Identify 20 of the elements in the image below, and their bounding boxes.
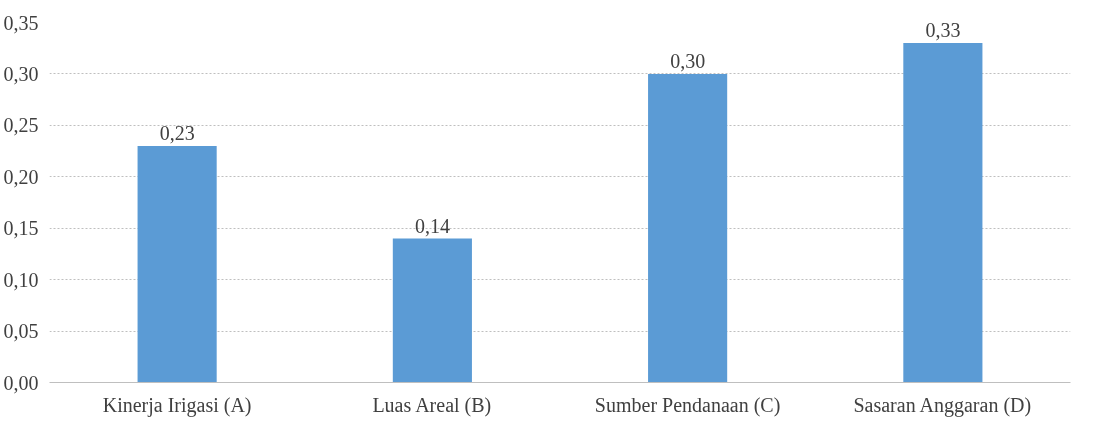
x-tick-label: Sumber Pendanaan (C) [594, 393, 781, 417]
data-label: 0,23 [159, 121, 195, 144]
y-tick-label: 0,15 [3, 217, 39, 240]
bar [648, 73, 728, 383]
x-tick-label: Sasaran Anggaran (D) [853, 393, 1032, 417]
x-tick-label: Kinerja Irigasi (A) [102, 393, 252, 417]
bar [903, 43, 983, 383]
y-tick-label: 0,35 [3, 11, 39, 34]
y-tick-label: 0,30 [3, 62, 39, 85]
x-tick-label: Luas Areal (B) [372, 393, 492, 417]
y-tick-label: 0,00 [3, 371, 39, 394]
y-tick-label: 0,20 [3, 165, 39, 188]
y-tick-label: 0,10 [3, 268, 39, 291]
y-tick-label: 0,05 [3, 320, 39, 343]
y-tick-label: 0,25 [3, 114, 39, 137]
data-label: 0,14 [414, 214, 450, 237]
data-label: 0,30 [670, 49, 706, 72]
bar [137, 145, 217, 383]
data-label: 0,33 [925, 19, 961, 42]
bar [392, 238, 472, 383]
